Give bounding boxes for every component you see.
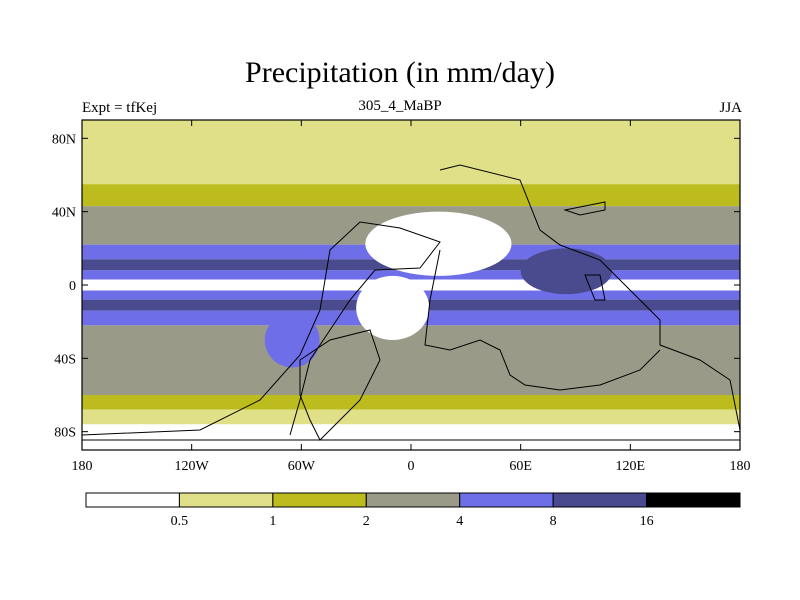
precip-region-2 — [520, 248, 613, 295]
precip-band-0 — [82, 120, 740, 142]
precip-band-1 — [82, 142, 740, 185]
colorbar-label: 0.5 — [171, 514, 189, 529]
colorbar-label: 4 — [456, 514, 463, 529]
x-tick-label: 60E — [509, 459, 532, 474]
continent-outline-island — [584, 274, 606, 301]
colorbar-swatch — [365, 492, 461, 508]
y-tick-label: 80N — [52, 132, 76, 147]
y-tick-label: 40S — [54, 352, 76, 367]
colorbar-swatch — [85, 492, 180, 508]
colorbar-swatch — [646, 492, 741, 508]
colorbar-swatch — [178, 492, 274, 508]
continent-outline-africa — [424, 249, 661, 391]
colorbar: 0.5 1 2 4 8 16 — [85, 492, 741, 529]
colorbar-label: 2 — [363, 514, 370, 529]
season-label: JJA — [719, 100, 742, 116]
colorbar-swatch — [552, 492, 648, 508]
y-tick-label: 0 — [69, 279, 76, 294]
precip-band-6 — [82, 270, 740, 280]
subtitle-label: 305_4_MaBP — [358, 98, 442, 114]
chart-title: Precipitation (in mm/day) — [245, 56, 555, 89]
precip-region-4 — [621, 279, 740, 291]
precip-band-11 — [82, 325, 740, 395]
continent-outline-americas — [82, 221, 441, 436]
colorbar-label: 1 — [269, 514, 276, 529]
colorbar-swatch — [272, 492, 367, 508]
precip-region-3 — [264, 312, 320, 368]
colorbar-label: 8 — [550, 514, 557, 529]
colorbar-swatch — [459, 492, 554, 508]
x-tick-label: 60W — [288, 459, 316, 474]
y-axis-ticks: 80N 40N 0 40S 80S — [52, 132, 740, 441]
precip-band-12 — [82, 395, 740, 410]
y-tick-label: 40N — [52, 206, 76, 221]
continent-outlines — [82, 164, 740, 441]
x-tick-label: 0 — [408, 459, 415, 474]
x-tick-label: 120E — [616, 459, 646, 474]
experiment-label: Expt = tfKej — [82, 100, 158, 116]
y-tick-label: 80S — [54, 426, 76, 441]
x-axis-ticks: 180 120W 60W 0 60E 120E 180 — [72, 120, 751, 474]
continent-outline-africa-eurasia — [439, 164, 740, 431]
x-tick-label: 180 — [72, 459, 93, 474]
precip-band-2 — [82, 184, 740, 207]
colorbar-label: 16 — [640, 514, 654, 529]
x-tick-label: 120W — [175, 459, 210, 474]
continent-outline-australia — [563, 201, 606, 216]
precip-region-0 — [356, 275, 430, 340]
continent-outline-south-america — [299, 329, 381, 441]
precip-band-13 — [82, 409, 740, 425]
x-tick-label: 180 — [730, 459, 751, 474]
